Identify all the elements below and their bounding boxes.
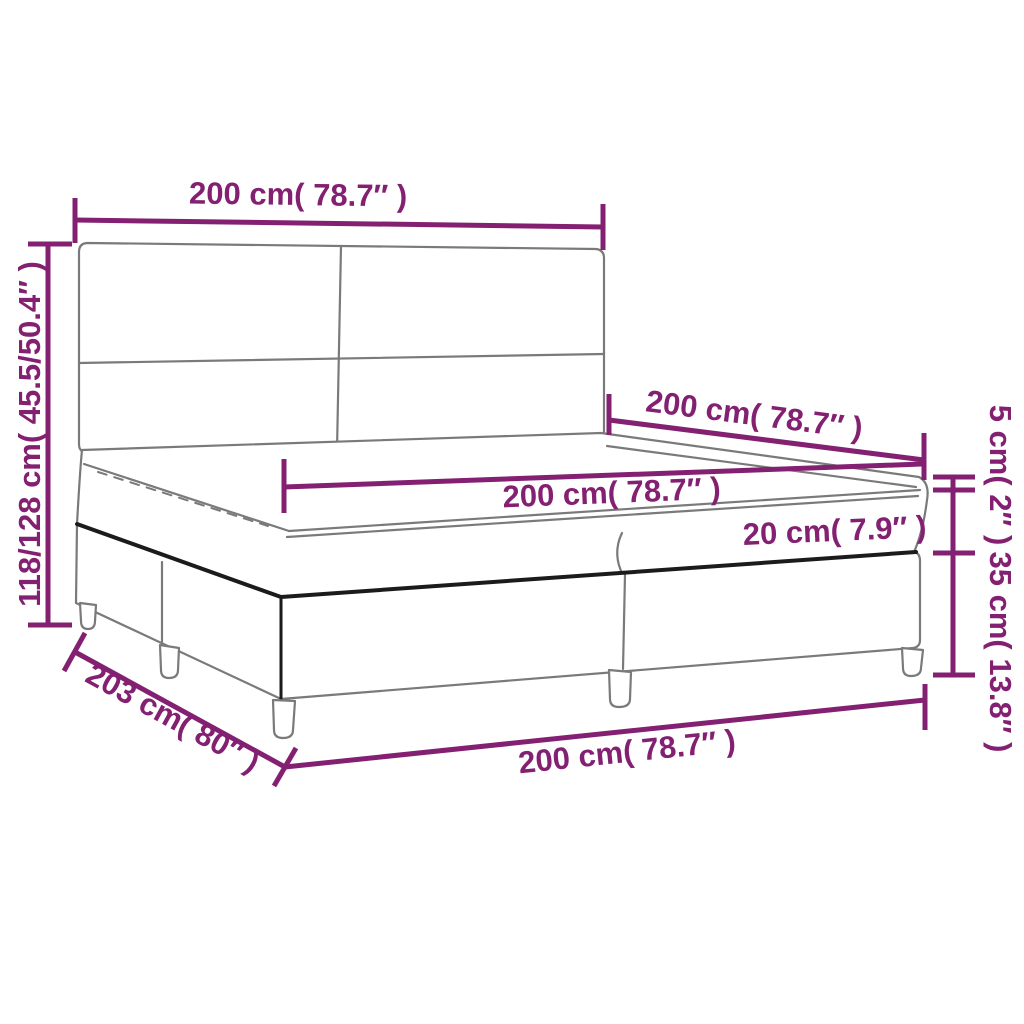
bed-leg <box>158 643 181 680</box>
headboard-divider-vertical <box>335 244 343 452</box>
label-topper-thickness: 5 cm( 2″ ) <box>983 405 1018 546</box>
label-bed-height: 118/128 cm( 45.5/50.4″ ) <box>12 261 47 607</box>
bed-leg <box>607 668 633 709</box>
topper-seam-right <box>605 444 918 489</box>
label-headboard-width: 200 cm( 78.7″ ) <box>189 175 408 213</box>
bed-leg <box>900 646 925 678</box>
dim-bed-height <box>28 241 72 628</box>
dim-mattress-width <box>281 459 923 513</box>
bed-leg <box>271 698 297 740</box>
dim-bed-width <box>284 684 928 770</box>
label-mattress-thickness: 20 cm( 7.9″ ) <box>742 509 927 552</box>
label-base-height: 35 cm( 13.8″ ) <box>983 552 1018 753</box>
dim-mattress-length <box>606 394 927 480</box>
legs <box>78 601 925 740</box>
topper-seam-left <box>82 462 291 533</box>
box-spring-base <box>74 522 922 701</box>
dim-right-heights <box>933 474 975 678</box>
base-seam-middle <box>621 572 627 671</box>
dimension-lines <box>28 198 975 788</box>
topper-stitch-zigzag <box>97 471 269 527</box>
dim-headboard-width <box>72 198 606 250</box>
headboard-divider-horizontal <box>77 352 606 365</box>
bed-leg <box>78 601 98 631</box>
topper-seam-front-upper <box>287 488 922 533</box>
mattress-outline <box>75 431 929 599</box>
label-mattress-width: 200 cm( 78.7″ ) <box>502 471 721 515</box>
topper-seam-front-lower <box>285 494 920 539</box>
headboard <box>77 241 606 454</box>
bed-drawing <box>74 241 929 740</box>
